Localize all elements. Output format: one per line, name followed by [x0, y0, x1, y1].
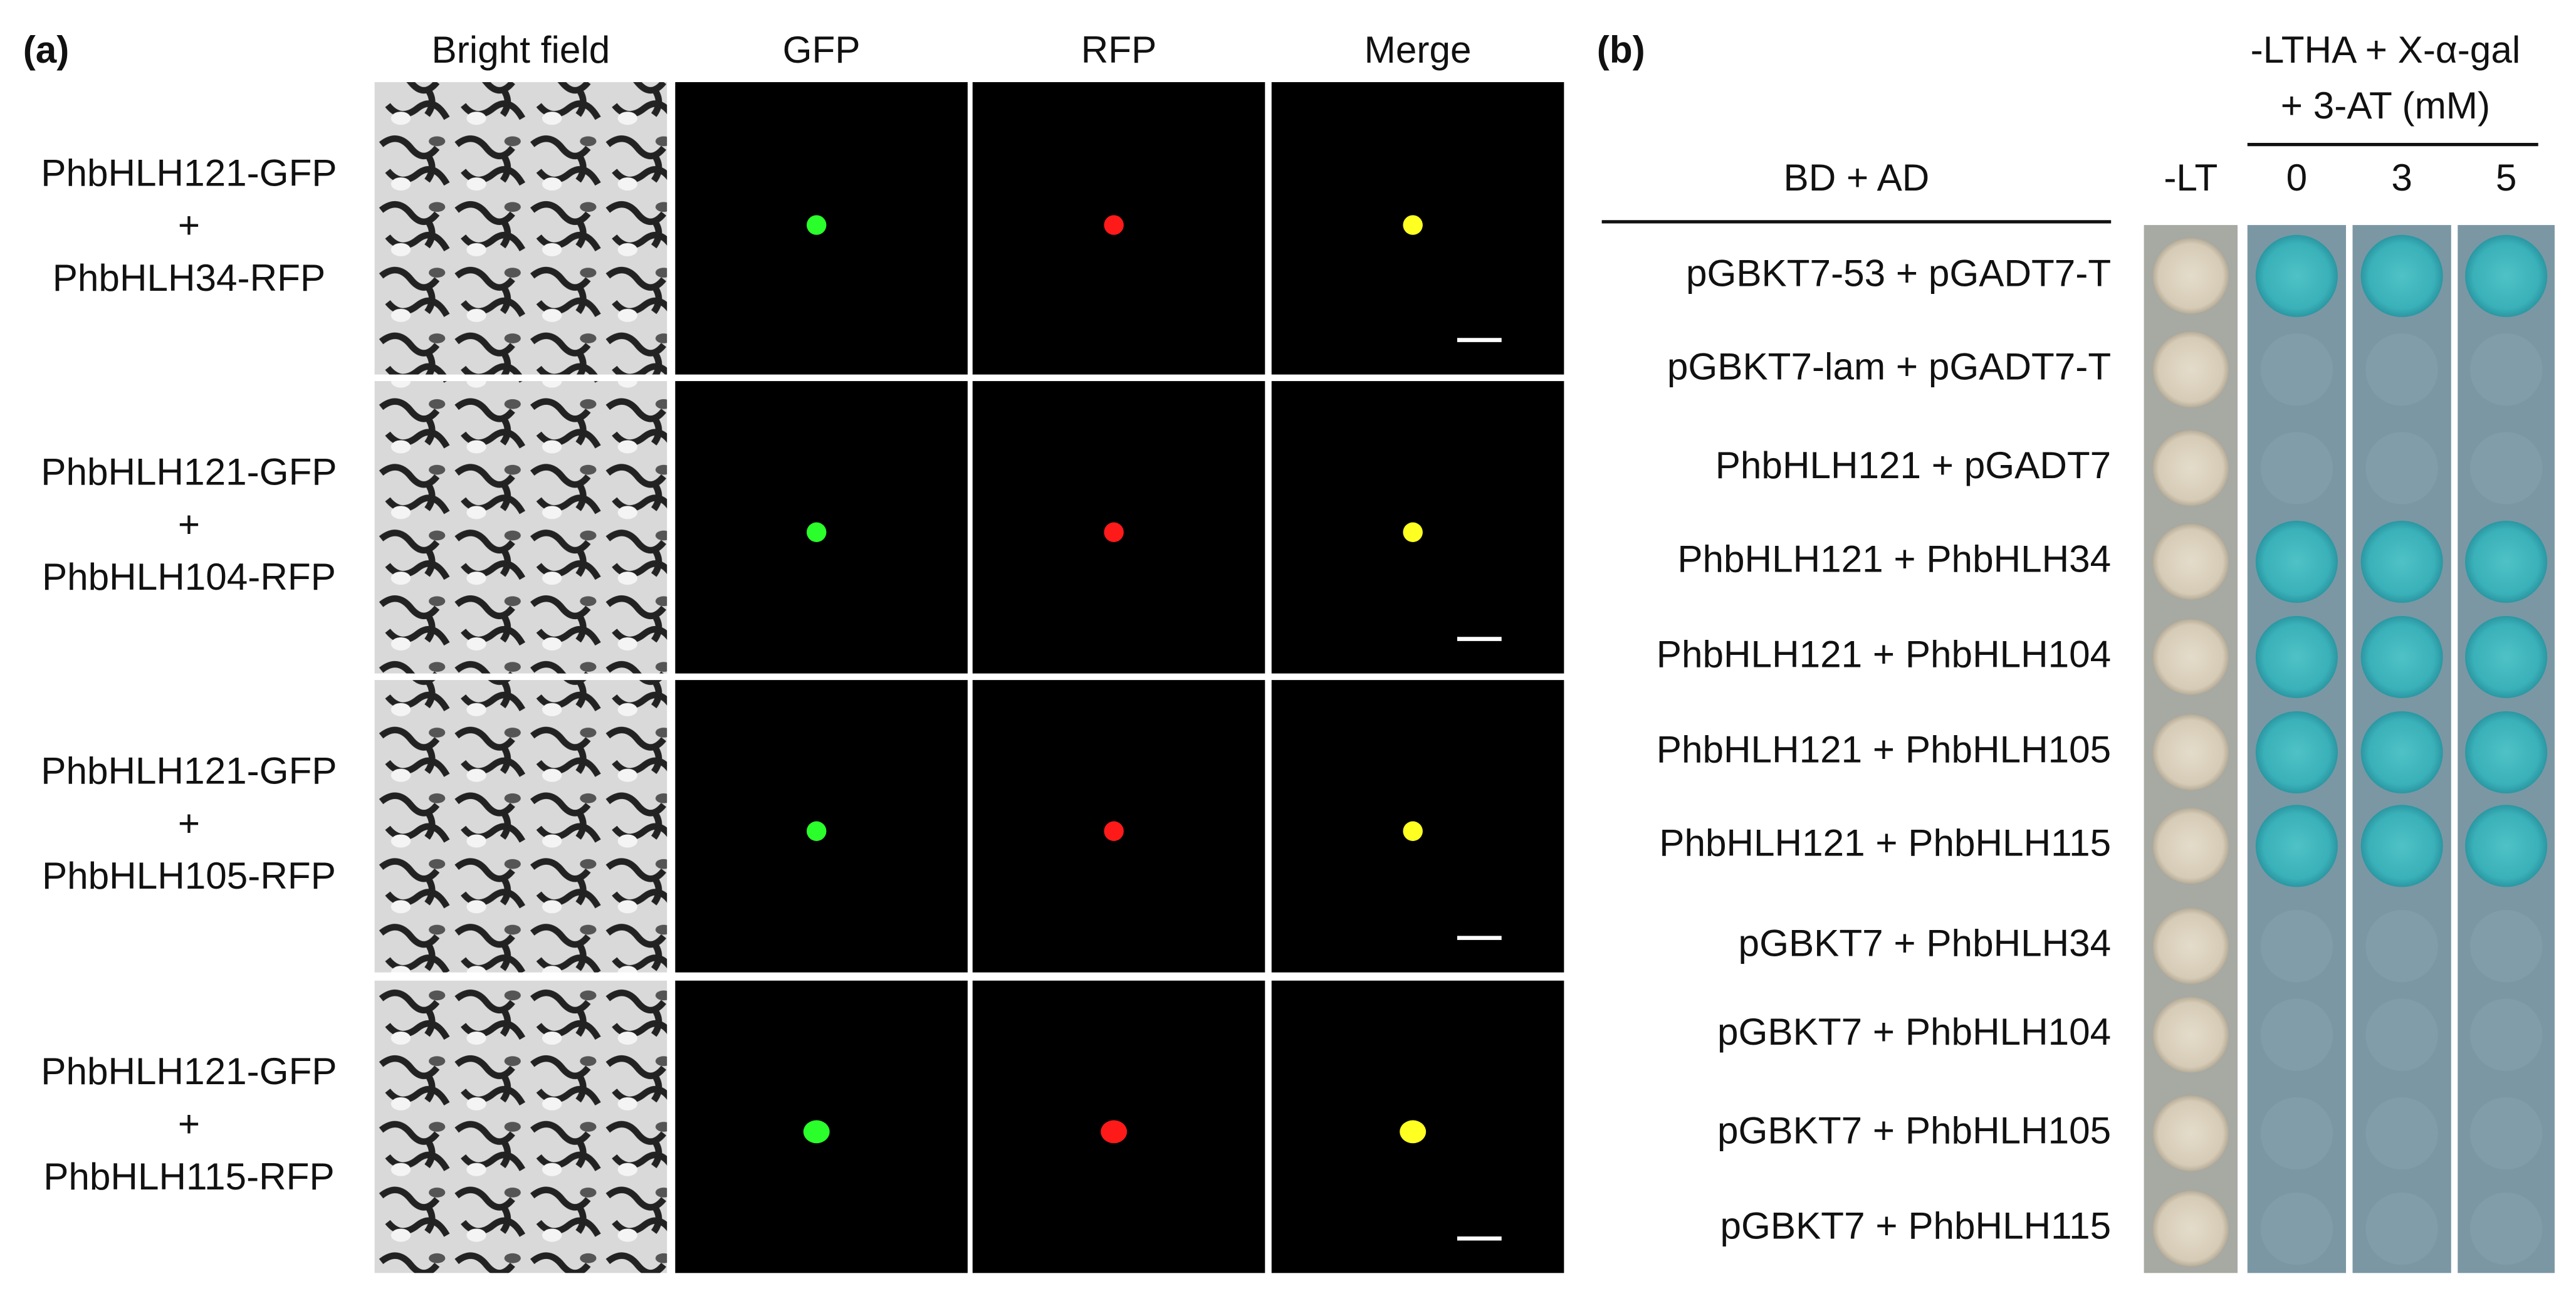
faint-colony: [2469, 1097, 2543, 1170]
colony: [2465, 615, 2548, 698]
row-label: PhbHLH121-GFP: [41, 450, 337, 493]
faint-colony: [2365, 910, 2438, 983]
colony: [2153, 996, 2229, 1073]
row-label: PhbHLH121-GFP: [41, 749, 337, 792]
colony: [2465, 805, 2548, 887]
row-label: pGBKT7-53 + pGADT7-T: [1686, 251, 2111, 294]
nucleus: [806, 215, 827, 235]
header: -LTHA + X-α-gal: [2251, 28, 2521, 71]
colony: [2153, 238, 2229, 314]
colony: [2255, 615, 2338, 698]
nucleus: [1403, 215, 1423, 235]
faint-colony: [2469, 910, 2543, 983]
colony: [2153, 430, 2229, 506]
faint-colony: [2469, 333, 2543, 406]
row-label: +: [178, 503, 200, 545]
faint-colony: [2365, 998, 2438, 1071]
row-label: pGBKT7 + PhbHLH105: [1717, 1109, 2111, 1151]
colony: [2465, 711, 2548, 793]
row-label: PhbHLH104-RFP: [42, 555, 336, 598]
colony: [2153, 808, 2229, 884]
row-label: PhbHLH105-RFP: [42, 854, 336, 897]
nucleus: [1104, 522, 1124, 542]
faint-colony: [2365, 1097, 2438, 1170]
faint-colony: [2469, 998, 2543, 1071]
panel-label: (b): [1597, 28, 1645, 71]
row-label: PhbHLH121-GFP: [41, 151, 337, 194]
colony: [2360, 615, 2443, 698]
column-header: 3: [2391, 156, 2412, 199]
nucleus: [1403, 522, 1423, 542]
nucleus: [1101, 1120, 1128, 1144]
faint-colony: [2260, 998, 2333, 1071]
faint-colony: [2260, 910, 2333, 983]
faint-colony: [2260, 1192, 2333, 1265]
row-label: PhbHLH121 + PhbHLH105: [1657, 728, 2111, 770]
nucleus: [1104, 821, 1124, 841]
nucleus: [806, 821, 827, 841]
colony: [2360, 711, 2443, 793]
header: BD + AD: [1784, 156, 1930, 199]
faint-colony: [2365, 333, 2438, 406]
column-header: RFP: [1081, 28, 1157, 71]
nucleus: [1104, 215, 1124, 235]
colony: [2153, 908, 2229, 985]
colony: [2153, 714, 2229, 790]
row-label: +: [178, 802, 200, 844]
colony: [2255, 520, 2338, 603]
row-label: pGBKT7-lam + pGADT7-T: [1667, 345, 2111, 388]
column-header: Merge: [1364, 28, 1472, 71]
colony: [2255, 711, 2338, 793]
colony: [2255, 805, 2338, 887]
faint-colony: [2260, 333, 2333, 406]
faint-colony: [2365, 1192, 2438, 1265]
nucleus: [1400, 1120, 1427, 1144]
row-label: PhbHLH121 + PhbHLH34: [1677, 537, 2111, 580]
colony: [2153, 332, 2229, 408]
column-header: Bright field: [432, 28, 610, 71]
bright-field-image: [374, 381, 668, 674]
row-label: PhbHLH115-RFP: [43, 1155, 334, 1198]
faint-colony: [2469, 432, 2543, 504]
nucleus: [1403, 821, 1423, 841]
colony: [2153, 524, 2229, 600]
row-label: +: [178, 1102, 200, 1145]
nucleus: [806, 522, 827, 542]
bright-field-image: [374, 680, 668, 973]
faint-colony: [2469, 1192, 2543, 1265]
row-label: pGBKT7 + PhbHLH104: [1717, 1010, 2111, 1053]
row-label: +: [178, 204, 200, 246]
row-label: pGBKT7 + PhbHLH115: [1720, 1204, 2112, 1246]
colony: [2153, 619, 2229, 695]
row-label: PhbHLH34-RFP: [53, 256, 325, 299]
nucleus: [803, 1120, 830, 1144]
panel-label: (a): [23, 28, 70, 71]
row-label: PhbHLH121 + pGADT7: [1715, 444, 2111, 486]
faint-colony: [2365, 432, 2438, 504]
colony: [2360, 520, 2443, 603]
colony: [2360, 234, 2443, 317]
column-header: -LT: [2164, 156, 2217, 199]
faint-colony: [2260, 1097, 2333, 1170]
faint-colony: [2260, 432, 2333, 504]
colony: [2465, 520, 2548, 603]
row-label: PhbHLH121 + PhbHLH115: [1659, 822, 2111, 864]
row-label: PhbHLH121 + PhbHLH104: [1657, 632, 2111, 675]
row-label: PhbHLH121-GFP: [41, 1050, 337, 1092]
colony: [2465, 234, 2548, 317]
column-header: GFP: [783, 28, 861, 71]
colony: [2360, 805, 2443, 887]
colony: [2153, 1095, 2229, 1171]
column-header: 0: [2286, 156, 2308, 199]
row-label: pGBKT7 + PhbHLH34: [1739, 922, 2112, 964]
column-header: 5: [2496, 156, 2517, 199]
colony: [2255, 234, 2338, 317]
bright-field-image: [374, 82, 668, 375]
bright-field-image: [374, 980, 668, 1273]
header: + 3-AT (mM): [2281, 84, 2490, 127]
colony: [2153, 1191, 2229, 1267]
